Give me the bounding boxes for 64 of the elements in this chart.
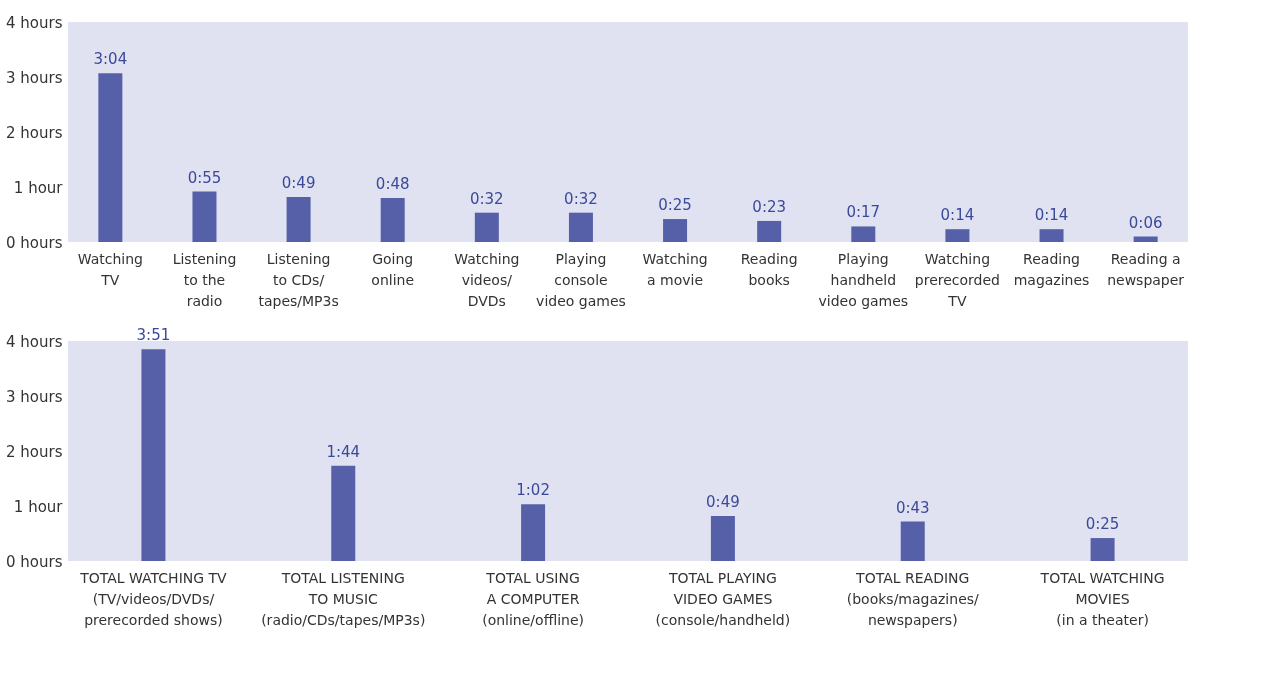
bar	[141, 349, 166, 561]
y-tick-label: 4 hours	[6, 332, 63, 351]
bar	[757, 220, 782, 242]
x-tick-label: Reading a newspaper	[1107, 250, 1185, 288]
data-label: 0:32	[469, 189, 504, 208]
data-label: 0:14	[940, 206, 975, 225]
y-tick-label: 4 hours	[6, 13, 63, 32]
y-tick-label: 1 hour	[13, 497, 64, 516]
bar	[1133, 236, 1158, 242]
bar	[710, 516, 735, 561]
bar	[521, 504, 546, 561]
bar	[900, 521, 925, 561]
bar	[945, 229, 970, 242]
bar	[663, 219, 688, 242]
bar	[568, 212, 593, 242]
data-label: 0:49	[281, 174, 316, 193]
x-tick-label: Watching a movie	[642, 250, 708, 288]
y-tick-label: 3 hours	[6, 387, 63, 406]
y-tick-label: 2 hours	[6, 442, 63, 461]
data-label: 0:48	[375, 175, 410, 193]
data-label: 0:17	[846, 203, 881, 222]
data-label: 0:14	[1034, 206, 1069, 225]
bar	[192, 191, 217, 242]
y-tick-label: 0 hours	[6, 233, 63, 252]
bar	[474, 212, 499, 242]
x-tick-label: TOTAL WATCHING TV (TV/videos/DVDs/ prerecorded shows)	[79, 569, 228, 628]
data-label: 0:49	[706, 493, 740, 512]
data-label: 0:55	[187, 168, 222, 187]
bar	[331, 465, 356, 561]
bar	[286, 197, 311, 242]
x-tick-label: Watching TV	[77, 250, 143, 288]
y-tick-label: 1 hour	[13, 178, 64, 197]
x-tick-label: Playing handheld video games	[818, 250, 909, 309]
data-label: 0:25	[658, 196, 692, 215]
x-tick-label: Playing console video games	[536, 250, 626, 309]
data-label: 0:43	[895, 498, 930, 517]
data-label: 1:02	[516, 481, 550, 500]
y-tick-label: 2 hours	[6, 123, 63, 142]
x-tick-label: Going online	[371, 250, 415, 288]
bar	[851, 226, 876, 242]
x-tick-label: TOTAL LISTENING TO MUSIC (radio/CDs/tapes/MP3s)	[261, 569, 426, 628]
y-tick-label: 3 hours	[6, 68, 63, 87]
x-tick-label: TOTAL READING (books/magazines/ newspapers)	[846, 569, 980, 628]
data-label: 0:23	[752, 197, 787, 216]
bar	[1039, 229, 1064, 242]
data-label: 0:25	[1085, 515, 1120, 534]
bar	[380, 198, 405, 242]
x-tick-label: TOTAL USING A COMPUTER (online/offline)	[482, 569, 584, 628]
x-tick-label: TOTAL PLAYING VIDEO GAMES (console/handheld)	[655, 569, 791, 628]
data-label: 3:51	[136, 326, 171, 345]
data-label: 0:32	[564, 189, 598, 208]
x-tick-label: TOTAL WATCHING MOVIES (in a theater)	[1039, 569, 1165, 628]
data-label: 1:44	[326, 442, 361, 461]
x-tick-label: Reading magazines	[1013, 250, 1090, 288]
y-tick-label: 0 hours	[6, 552, 63, 571]
x-tick-label: Listening to the radio	[172, 250, 237, 309]
data-label: 0:06	[1128, 213, 1163, 232]
bar	[1090, 538, 1115, 561]
x-tick-label: Watching videos/ DVDs	[454, 250, 520, 309]
x-tick-label: Listening to CDs/ tapes/MP3s	[258, 250, 339, 309]
x-tick-label: Reading books	[740, 250, 798, 288]
data-label: 3:04	[93, 50, 128, 69]
x-tick-label: Watching prerecorded TV	[914, 250, 1000, 309]
bar	[98, 73, 123, 242]
